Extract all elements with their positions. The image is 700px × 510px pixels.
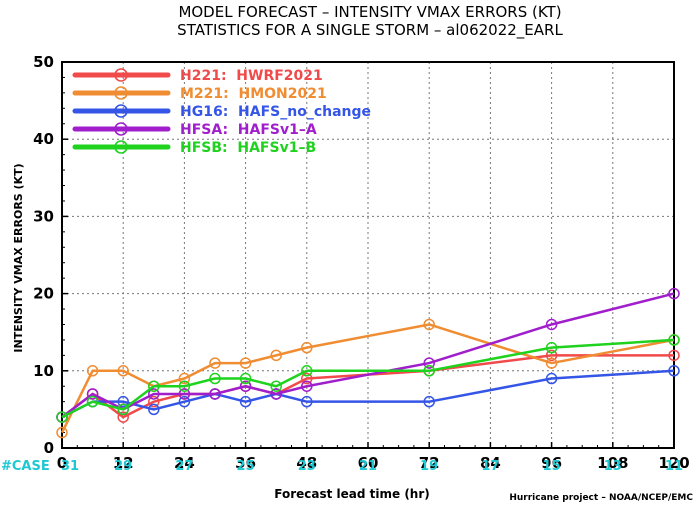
data-point bbox=[239, 372, 252, 385]
chart-subtitle: STATISTICS FOR A SINGLE STORM – al062022… bbox=[177, 21, 563, 40]
case-count: 25 bbox=[237, 459, 255, 474]
data-point bbox=[86, 388, 99, 400]
data-point bbox=[545, 357, 558, 369]
data-point bbox=[301, 341, 313, 354]
case-count: 11 bbox=[665, 459, 683, 474]
y-tick-label: 20 bbox=[33, 285, 54, 303]
data-point bbox=[117, 365, 129, 377]
case-count: 27 bbox=[175, 459, 193, 474]
data-point bbox=[301, 365, 313, 377]
y-tick-label: 0 bbox=[44, 439, 54, 457]
case-count: 17 bbox=[481, 459, 499, 474]
data-point bbox=[117, 411, 129, 423]
data-point bbox=[270, 349, 282, 362]
data-point bbox=[545, 372, 558, 385]
data-point bbox=[545, 318, 558, 331]
legend-marker bbox=[114, 140, 128, 154]
data-point bbox=[209, 388, 221, 400]
data-point bbox=[56, 411, 68, 423]
x-tick-label: 72 bbox=[419, 454, 440, 472]
data-point bbox=[423, 395, 435, 408]
case-counts: #CASE 31 29 27 25 23 21 19 17 15 13 11 bbox=[1, 459, 683, 474]
legend-label: HFSB: HAFSv1–B bbox=[180, 140, 316, 156]
data-point bbox=[86, 365, 99, 377]
legend-label: HG16: HAFS_no_change bbox=[180, 104, 371, 120]
x-tick-label: 60 bbox=[358, 454, 379, 472]
data-point bbox=[178, 388, 191, 400]
legend: H221: HWRF2021 M221: HMON2021 HG16: HAFS_n… bbox=[72, 68, 371, 156]
data-point bbox=[209, 357, 221, 369]
legend-label: HFSA: HAFSv1–A bbox=[180, 122, 317, 138]
case-count: 19 bbox=[420, 459, 438, 474]
data-point bbox=[148, 403, 160, 416]
x-tick-label: 36 bbox=[235, 454, 256, 472]
x-tick-label: 24 bbox=[174, 454, 195, 472]
x-axis-label: Forecast lead time (hr) bbox=[274, 487, 430, 501]
axes: 0 12 24 36 48 60 72 84 96 108 120 0 10 20 30 40 50 bbox=[33, 53, 690, 472]
case-count: 13 bbox=[604, 459, 622, 474]
chart-title: MODEL FORECAST – INTENSITY VMAX ERRORS (… bbox=[178, 3, 561, 21]
data-point bbox=[148, 380, 160, 392]
x-tick-label: 0 bbox=[57, 454, 67, 472]
series-4 bbox=[56, 334, 680, 423]
data-point bbox=[117, 403, 129, 416]
legend-label: M221: HMON2021 bbox=[180, 86, 327, 102]
data-point bbox=[239, 380, 252, 392]
case-count: 21 bbox=[359, 459, 377, 474]
case-count: 15 bbox=[543, 459, 561, 474]
data-point bbox=[668, 287, 680, 300]
data-point bbox=[178, 372, 191, 385]
data-point bbox=[545, 341, 558, 354]
data-point bbox=[668, 349, 680, 362]
data-point bbox=[117, 395, 129, 408]
legend-marker bbox=[114, 122, 128, 136]
y-tick-label: 40 bbox=[33, 130, 54, 148]
data-point bbox=[209, 372, 221, 385]
data-point bbox=[423, 318, 435, 331]
x-tick-label: 96 bbox=[541, 454, 562, 472]
legend-marker bbox=[114, 68, 128, 82]
data-point bbox=[148, 395, 160, 408]
case-count: 29 bbox=[114, 459, 132, 474]
data-point bbox=[668, 334, 680, 346]
y-tick-label: 10 bbox=[33, 362, 54, 380]
y-axis-label: INTENSITY VMAX ERRORS (KT) bbox=[12, 163, 25, 352]
case-count: 31 bbox=[61, 459, 79, 474]
y-tick-label: 30 bbox=[33, 207, 54, 225]
x-tick-label: 84 bbox=[480, 454, 501, 472]
data-point bbox=[423, 357, 435, 369]
x-tick-label: 120 bbox=[658, 454, 689, 472]
legend-label: H221: HWRF2021 bbox=[180, 68, 323, 84]
data-point bbox=[270, 388, 282, 400]
data-point bbox=[270, 380, 282, 392]
data-point bbox=[178, 395, 191, 408]
data-point bbox=[239, 357, 252, 369]
data-point bbox=[148, 388, 160, 400]
data-point bbox=[423, 365, 435, 377]
data-point bbox=[86, 395, 99, 408]
data-point bbox=[301, 395, 313, 408]
case-count: 23 bbox=[298, 459, 316, 474]
x-tick-label: 12 bbox=[113, 454, 134, 472]
data-point bbox=[239, 395, 252, 408]
credit-text: Hurricane project – NOAA/NCEP/EMC bbox=[509, 493, 693, 503]
series-0 bbox=[56, 349, 680, 423]
data-point bbox=[301, 380, 313, 392]
data-point bbox=[301, 372, 313, 385]
x-tick-label: 108 bbox=[597, 454, 628, 472]
legend-marker bbox=[114, 104, 128, 118]
data-point bbox=[545, 349, 558, 362]
data-point bbox=[178, 380, 191, 392]
y-tick-label: 50 bbox=[33, 53, 54, 71]
x-tick-label: 48 bbox=[296, 454, 317, 472]
data-point bbox=[56, 426, 68, 439]
data-point bbox=[668, 365, 680, 377]
series-layer bbox=[56, 287, 680, 439]
case-label: #CASE bbox=[1, 459, 50, 474]
legend-marker bbox=[114, 86, 128, 100]
